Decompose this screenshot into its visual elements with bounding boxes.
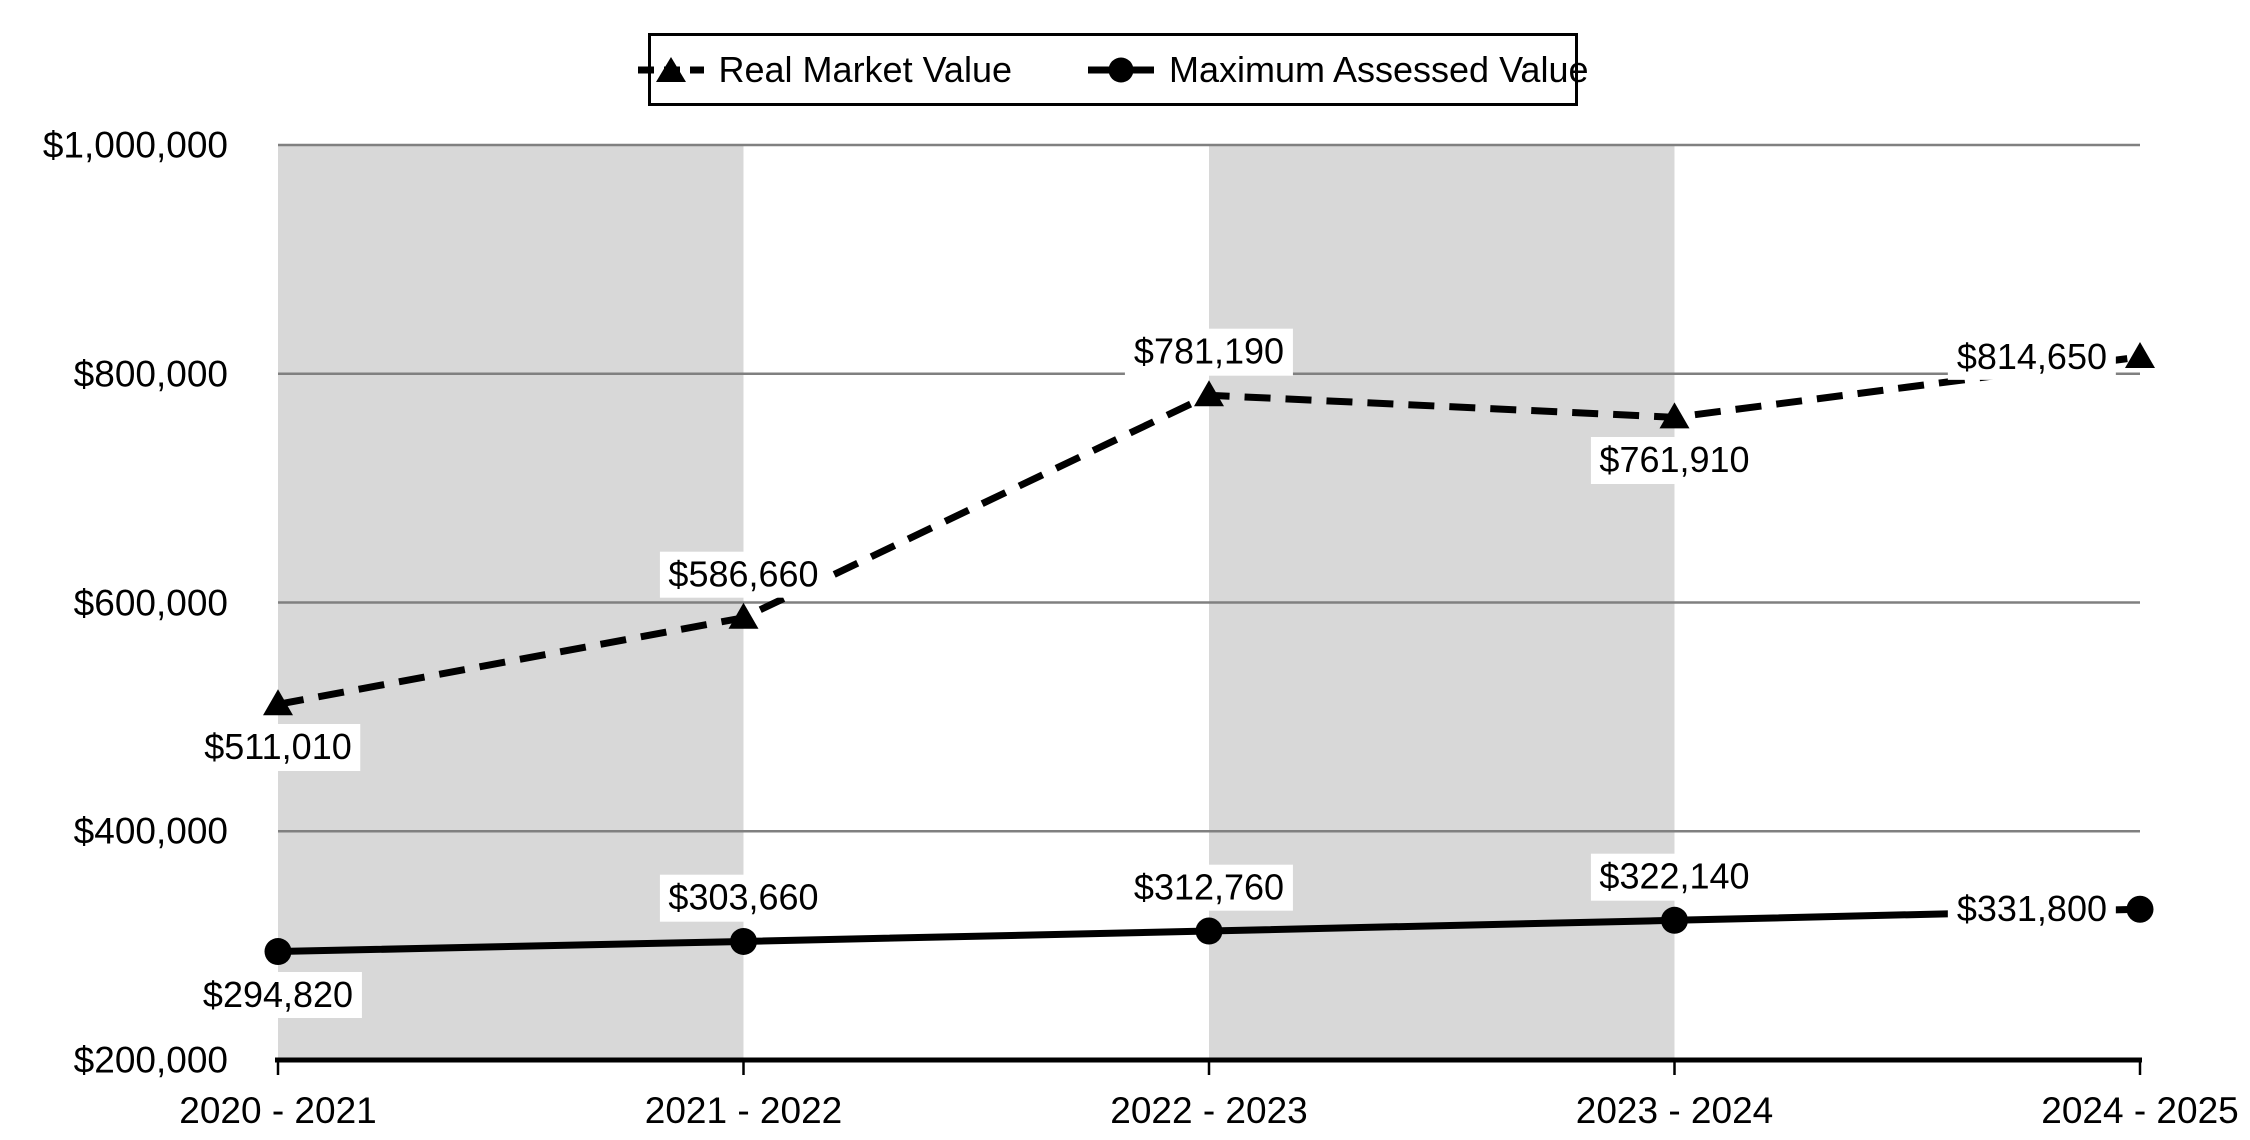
circle-marker: [2126, 895, 2154, 923]
triangle-marker: [1659, 402, 1690, 429]
legend-item-maximum-assessed-value: Maximum Assessed Value: [1087, 48, 1589, 90]
triangle-marker: [1194, 380, 1224, 407]
circle-marker: [730, 927, 757, 955]
solid-line-circle-marker-icon: [1087, 57, 1154, 82]
legend: Real Market Value Maximum Assessed Value: [637, 33, 1589, 106]
legend-item-real-market-value: Real Market Value: [637, 48, 1012, 90]
circle-marker: [1661, 906, 1688, 934]
triangle-marker: [728, 602, 759, 629]
legend-label-maximum-assessed-value: Maximum Assessed Value: [1168, 48, 1589, 90]
triangle-marker: [2125, 341, 2155, 368]
dashed-line-triangle-marker-icon: [637, 56, 704, 82]
legend-label-real-market-value: Real Market Value: [718, 48, 1012, 90]
circle-marker: [1195, 917, 1223, 945]
circle-marker: [264, 938, 292, 966]
triangle-marker: [263, 689, 293, 716]
